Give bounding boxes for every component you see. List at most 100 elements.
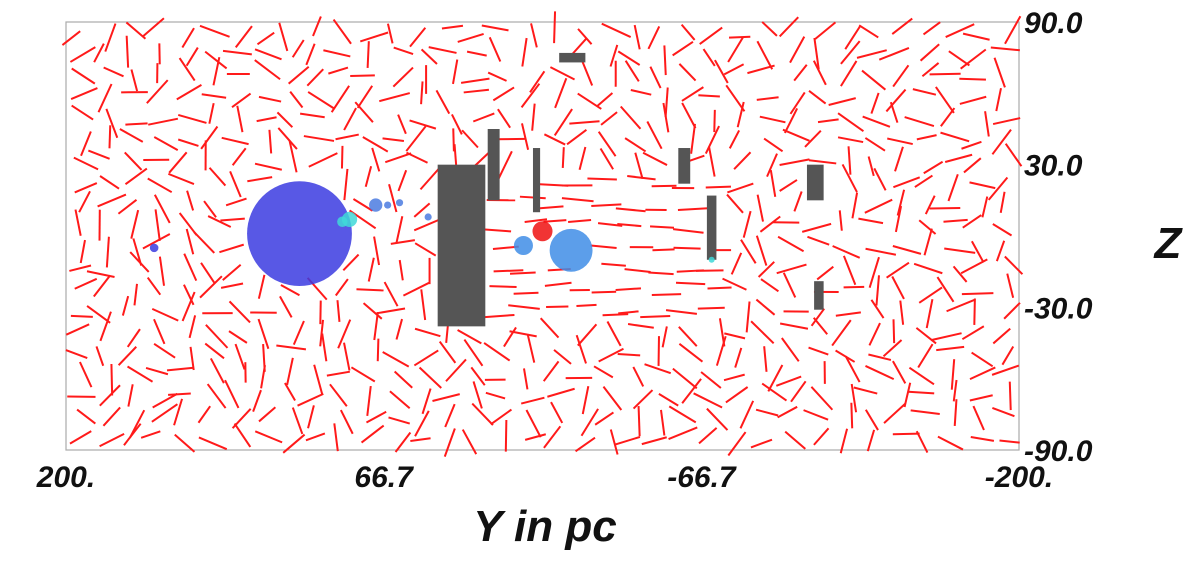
field-vector (875, 275, 880, 306)
field-vector (864, 409, 879, 431)
field-vector (947, 174, 959, 202)
field-vector (124, 151, 143, 171)
field-vector (367, 257, 375, 282)
field-vector (675, 281, 706, 286)
field-vector (151, 307, 179, 322)
field-vector (151, 403, 178, 423)
field-vector (225, 197, 247, 207)
field-vector (885, 88, 907, 113)
field-vector (727, 182, 754, 194)
field-vector (865, 365, 895, 381)
field-vector (740, 239, 757, 264)
field-vector (186, 190, 195, 211)
field-vector (384, 152, 412, 164)
field-vector (306, 68, 324, 87)
field-vector (146, 276, 162, 296)
field-vector (850, 402, 854, 429)
x-tick-labels: 200. 66.7 -66.7 -200. (36, 461, 1053, 494)
y-axis-label: Z (1153, 219, 1184, 268)
field-vector (892, 245, 922, 255)
field-vector (889, 101, 899, 123)
field-vector (452, 128, 455, 152)
field-vector (870, 92, 880, 114)
field-vector (553, 11, 557, 44)
cloud-marker (395, 199, 404, 207)
field-vector (153, 136, 179, 151)
field-vector (330, 85, 350, 113)
field-vectors (61, 11, 1024, 457)
field-vector (733, 151, 752, 170)
field-vector (373, 312, 379, 341)
field-vector (651, 293, 682, 296)
field-vector (71, 104, 94, 121)
field-vector (445, 358, 467, 382)
field-vector (960, 258, 988, 275)
field-vector (868, 353, 892, 361)
field-vector (481, 228, 512, 233)
field-vector (414, 327, 441, 338)
field-vector (844, 24, 862, 50)
field-vector (366, 385, 372, 417)
field-vector (183, 253, 198, 282)
field-vector (969, 394, 993, 402)
field-vector (340, 145, 344, 169)
field-vector (463, 88, 490, 94)
field-vector (343, 342, 351, 371)
field-vector (865, 247, 897, 256)
field-vector (668, 405, 697, 424)
field-vector (124, 167, 148, 186)
field-vector (891, 17, 913, 35)
field-vector (130, 69, 139, 92)
field-vector (648, 271, 674, 276)
field-vector (222, 264, 242, 281)
field-vector (319, 319, 325, 347)
field-vector (520, 83, 541, 108)
field-vector (723, 373, 745, 382)
field-vector (460, 77, 490, 84)
obstacle (437, 164, 486, 327)
field-vector (276, 111, 294, 128)
field-vector (389, 390, 411, 410)
field-vector (851, 192, 859, 219)
field-vector (892, 319, 896, 344)
field-vector (466, 50, 487, 57)
field-vector (598, 347, 624, 363)
field-vector (725, 386, 749, 404)
field-vector (350, 74, 375, 78)
field-vector (624, 137, 647, 153)
field-vector (899, 300, 905, 325)
field-vector (681, 86, 704, 102)
field-vector (568, 218, 592, 224)
field-vector (766, 153, 778, 178)
field-vector (339, 409, 354, 435)
field-vector (219, 243, 245, 254)
field-vector (483, 342, 511, 362)
field-vector (929, 72, 961, 76)
field-vector (601, 262, 626, 267)
field-vector (915, 430, 929, 453)
field-vector (222, 49, 252, 56)
field-vector (334, 278, 349, 297)
field-vector (313, 364, 324, 395)
field-vector (866, 429, 876, 452)
field-vector (837, 136, 864, 144)
field-vector (915, 327, 937, 345)
field-vector (413, 349, 439, 367)
x-tick-label: -200. (985, 461, 1053, 494)
field-vector (916, 134, 937, 141)
field-vector (127, 384, 134, 407)
field-vector (715, 335, 727, 366)
field-vector (343, 168, 349, 201)
field-vector (503, 326, 517, 348)
field-vector (728, 35, 751, 39)
field-vector (755, 408, 779, 417)
field-vector (376, 307, 406, 315)
field-vector (497, 150, 513, 181)
field-vector (574, 436, 596, 453)
field-vector (530, 23, 538, 48)
field-vector (678, 63, 697, 82)
field-vector (487, 71, 507, 82)
field-vector (600, 111, 618, 126)
field-vector (812, 60, 827, 86)
field-vector (727, 36, 744, 63)
